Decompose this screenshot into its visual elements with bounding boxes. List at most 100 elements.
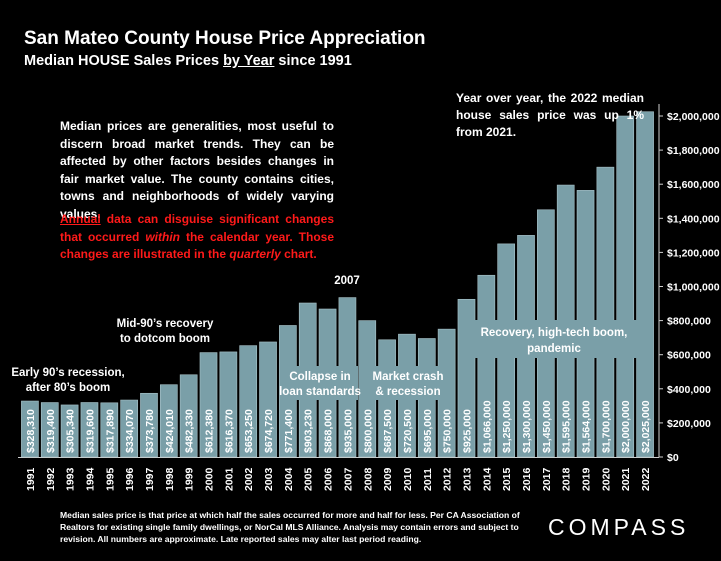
bar-value-label: $1,700,000 (600, 400, 612, 453)
x-tick-label: 2014 (481, 467, 493, 491)
annotation-early90s: Early 90’s recession, (11, 367, 124, 379)
annotation-crash-line2: & recession (375, 386, 440, 398)
y-tick-label: $0 (667, 452, 679, 464)
x-tick-label: 2002 (243, 467, 255, 491)
x-tick-label: 1994 (84, 467, 96, 491)
bar-value-label: $687,500 (382, 409, 394, 453)
x-tick-label: 2022 (640, 467, 652, 491)
bar-value-label: $935,000 (342, 409, 354, 453)
bar-value-label: $317,890 (104, 409, 116, 453)
bar-value-label: $482,330 (184, 409, 196, 453)
bar-value-label: $2,000,000 (620, 400, 632, 453)
bar (199, 352, 218, 458)
bar (100, 402, 119, 458)
bar-value-label: $373,780 (144, 409, 156, 453)
bar-value-label: $328,310 (25, 409, 37, 453)
bar-value-label: $1,300,000 (521, 400, 533, 453)
bar-value-label: $750,000 (442, 409, 454, 453)
bar-value-label: $925,000 (461, 409, 473, 453)
bar-value-label: $1,066,000 (481, 400, 493, 453)
annotation-mid90s-line2: to dotcom boom (120, 333, 210, 345)
bar-value-label: $424,010 (164, 409, 176, 453)
y-tick-label: $2,000,000 (667, 111, 720, 123)
bar-value-label: $800,000 (362, 409, 374, 453)
page-title: San Mateo County House Price Appreciatio… (24, 28, 426, 49)
y-tick-label: $400,000 (667, 384, 711, 396)
bar (219, 351, 238, 458)
x-tick-label: 2016 (521, 467, 533, 491)
subtitle-underlined: by Year (223, 53, 275, 69)
bar (616, 115, 635, 458)
bar-value-label: $868,000 (323, 409, 335, 453)
x-tick-label: 2020 (600, 467, 612, 491)
x-tick-label: 2012 (442, 467, 454, 491)
y-tick-label: $1,000,000 (667, 282, 720, 294)
bar (179, 374, 198, 458)
bar-value-label: $653,250 (243, 409, 255, 453)
y-tick-label: $1,200,000 (667, 247, 720, 259)
note-annual-p3: within (145, 229, 180, 244)
bar-value-label: $695,000 (422, 409, 434, 453)
bar-value-label: $771,400 (283, 409, 295, 453)
bar-value-label: $2,025,000 (640, 400, 652, 453)
annotation-recovery: Recovery, high-tech boom, (481, 327, 628, 339)
annotation-box-crash (369, 366, 447, 400)
x-tick-label: 2010 (402, 467, 414, 491)
note-annual: Annual data can disguise significant cha… (60, 211, 334, 264)
x-tick-label: 2003 (263, 467, 275, 491)
bar (457, 298, 476, 458)
x-tick-label: 1991 (25, 467, 37, 491)
bar (80, 402, 99, 458)
bar-value-label: $334,070 (124, 409, 136, 453)
x-tick-label: 2013 (461, 467, 473, 491)
bar (40, 402, 59, 458)
x-tick-label: 2004 (283, 467, 295, 491)
bar-value-label: $305,340 (65, 409, 77, 453)
x-tick-label: 1995 (104, 467, 116, 491)
x-tick-label: 2009 (382, 467, 394, 491)
page-subtitle: Median HOUSE Sales Prices by Year since … (24, 52, 352, 70)
bar-value-label: $1,564,000 (581, 400, 593, 453)
bar-value-label: $612,380 (204, 409, 216, 453)
compass-logo: COMPASS (548, 514, 690, 540)
annotation-collapse: Collapse in (289, 371, 350, 383)
subtitle-pre: Median HOUSE Sales Prices (24, 53, 224, 69)
bar (21, 400, 39, 458)
y-tick-label: $200,000 (667, 418, 711, 430)
x-tick-label: 1998 (164, 467, 176, 491)
bar (120, 399, 138, 458)
bar (636, 111, 654, 458)
x-tick-label: 1999 (184, 467, 196, 491)
note-annual-p1: Annual (60, 212, 101, 226)
x-tick-label: 2006 (323, 467, 335, 491)
footer-disclaimer: Median sales price is that price at whic… (60, 510, 520, 544)
bar-value-label: $1,250,000 (501, 400, 513, 453)
note-annual-p6: chart. (280, 247, 317, 261)
note-annual-p5: quarterly (229, 247, 281, 261)
y-tick-label: $1,600,000 (667, 179, 720, 191)
bar (140, 392, 158, 458)
annotation-box-recovery (471, 320, 638, 358)
bar-value-label: $1,595,000 (561, 400, 573, 453)
x-tick-label: 1997 (144, 467, 156, 491)
bar-value-label: $720,500 (402, 409, 414, 453)
y-tick-label: $800,000 (667, 316, 711, 328)
y-tick-label: $1,400,000 (667, 213, 720, 225)
bar (596, 166, 615, 458)
bar-value-label: $319,600 (84, 409, 96, 453)
annotation-box-collapse (282, 366, 358, 400)
bar (239, 345, 258, 458)
annotation-peak2007: 2007 (334, 275, 360, 287)
x-tick-label: 2017 (541, 467, 553, 491)
bar-value-label: $1,450,000 (541, 400, 553, 453)
annotation-early90s-line2: after 80’s boom (26, 382, 111, 394)
y-tick-label: $600,000 (667, 350, 711, 362)
subtitle-post: since 1991 (274, 53, 352, 69)
x-tick-label: 2000 (204, 467, 216, 491)
bar (159, 384, 178, 458)
bar (60, 404, 79, 458)
x-tick-label: 1992 (45, 467, 57, 491)
note-yoy: Year over year, the 2022 median house sa… (456, 91, 644, 139)
annotation-recovery-line2: pandemic (527, 343, 581, 355)
